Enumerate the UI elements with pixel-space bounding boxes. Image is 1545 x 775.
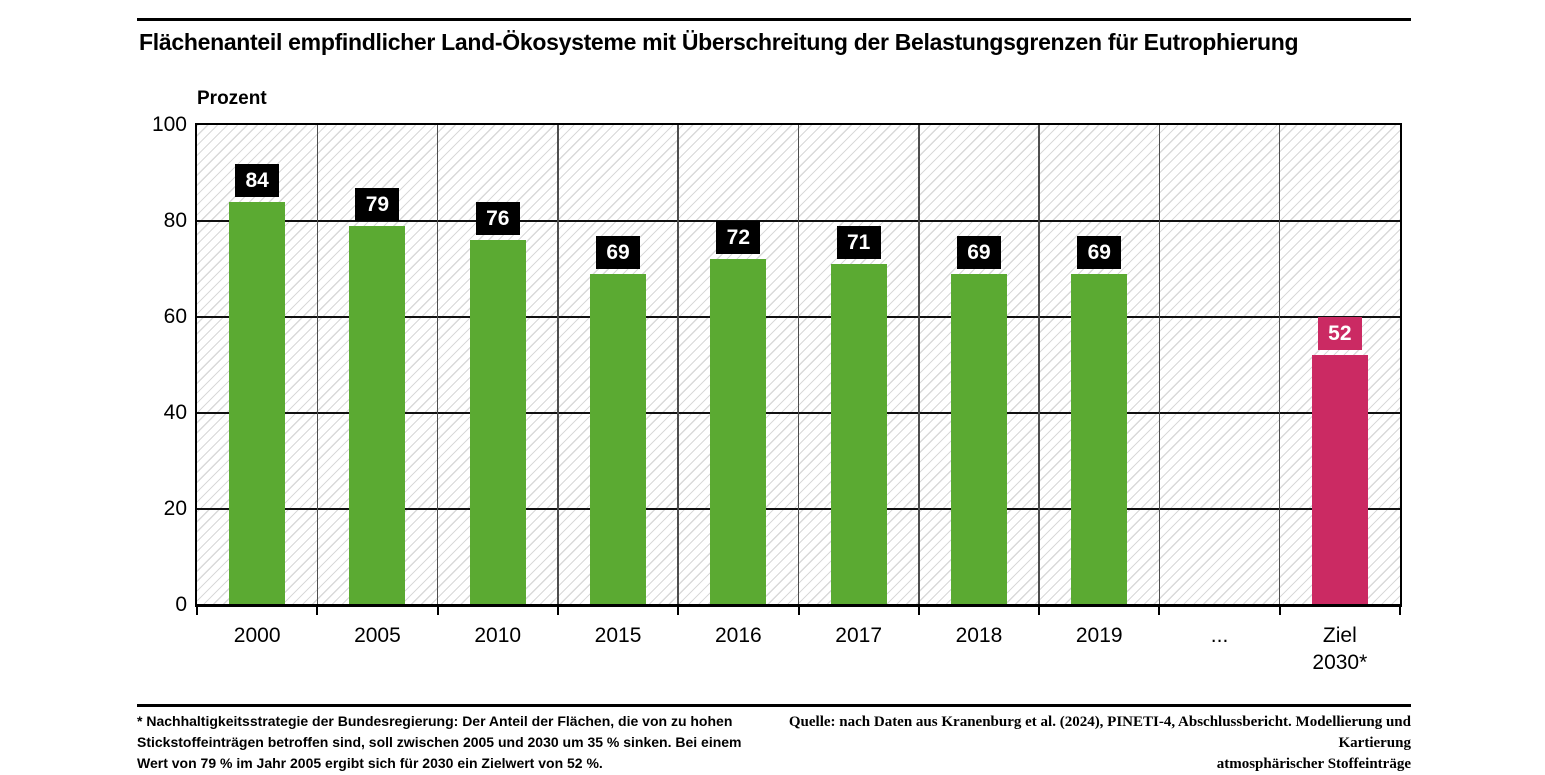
x-tick-label-line: 2015 — [594, 624, 642, 647]
footnote-line: Wert von 79 % im Jahr 2005 ergibt sich f… — [137, 755, 603, 771]
x-tick-label-line: 2018 — [955, 624, 1003, 647]
axis-tick — [797, 606, 800, 615]
axis-tick — [677, 606, 680, 615]
category-separator — [677, 125, 679, 605]
y-tick-label-80: 80 — [163, 209, 187, 232]
axis-tick — [556, 606, 559, 615]
bar-2005 — [349, 225, 406, 605]
x-tick-label-line: 2016 — [714, 624, 762, 647]
footnote: * Nachhaltigkeitsstrategie der Bundesreg… — [137, 711, 747, 774]
category-separator — [797, 125, 800, 605]
value-label-Ziel-2030*: 52 — [1317, 317, 1362, 351]
bar-2019 — [1071, 273, 1128, 605]
value-label-2018: 69 — [956, 235, 1001, 269]
x-tick-label-line: 2030* — [1312, 651, 1368, 674]
value-label-2019: 69 — [1077, 235, 1122, 269]
category-separator — [436, 125, 439, 605]
y-tick-label-60: 60 — [163, 305, 187, 328]
y-tick-label-100: 100 — [151, 113, 187, 136]
footnote-line: * Nachhaltigkeitsstrategie der Bundesreg… — [137, 713, 733, 729]
axis-tick — [1399, 606, 1401, 615]
axis-tick — [316, 606, 319, 615]
value-label-2015: 69 — [596, 235, 641, 269]
source-attribution: Quelle: nach Daten aus Kranenburg et al.… — [770, 712, 1411, 775]
x-tick-label-...: ... — [1159, 622, 1279, 649]
y-tick-label-0: 0 — [175, 593, 187, 616]
bar-Ziel-2030* — [1311, 355, 1368, 605]
category-separator — [1278, 125, 1281, 605]
value-label-2017: 71 — [836, 226, 881, 260]
x-axis-line — [195, 604, 1402, 607]
x-tick-label-line: 2019 — [1075, 624, 1123, 647]
source-line: atmosphärischer Stoffeinträge — [1216, 756, 1411, 772]
x-tick-label-Ziel-2030*: Ziel 2030* — [1280, 622, 1400, 676]
x-tick-label-line: ... — [1210, 624, 1229, 647]
y-axis-label: Prozent — [197, 88, 267, 109]
bar-2015 — [590, 273, 647, 605]
x-tick-label-2010: 2010 — [438, 622, 558, 649]
category-separator — [557, 125, 559, 605]
top-divider-rule — [137, 18, 1411, 21]
axis-tick — [436, 606, 439, 615]
axis-tick — [1158, 606, 1161, 615]
category-separator — [1038, 125, 1040, 605]
x-tick-label-line: Ziel — [1322, 624, 1357, 647]
x-tick-label-2019: 2019 — [1039, 622, 1159, 649]
x-tick-label-2017: 2017 — [799, 622, 919, 649]
x-tick-label-line: 2010 — [474, 624, 522, 647]
value-label-2016: 72 — [716, 221, 761, 255]
value-label-2010: 76 — [475, 202, 520, 236]
footnote-line: Stickstoffeinträgen betroffen sind, soll… — [137, 734, 742, 750]
bar-2017 — [830, 264, 887, 605]
y-tick-label-40: 40 — [163, 401, 187, 424]
y-tick-label-20: 20 — [163, 497, 187, 520]
category-separator — [918, 125, 920, 605]
x-tick-label-line: 2005 — [354, 624, 401, 647]
bar-2016 — [710, 259, 767, 605]
value-label-2000: 84 — [235, 163, 280, 197]
axis-tick — [1038, 606, 1041, 615]
axis-tick — [196, 606, 198, 615]
bar-2018 — [950, 273, 1007, 605]
axis-tick — [917, 606, 920, 615]
chart-title: Flächenanteil empfindlicher Land-Ökosyst… — [139, 29, 1299, 55]
x-tick-label-2015: 2015 — [558, 622, 678, 649]
bar-2010 — [469, 240, 526, 605]
category-separator — [1158, 125, 1161, 605]
x-tick-label-line: 2017 — [835, 624, 882, 647]
x-tick-label-line: 2000 — [233, 624, 281, 647]
x-tick-label-2005: 2005 — [317, 622, 437, 649]
category-separator — [316, 125, 319, 605]
plot-area: 84 79 76 69 72 71 69 69 52 — [195, 125, 1402, 615]
axis-tick — [1278, 606, 1281, 615]
bar-2000 — [229, 201, 286, 605]
x-tick-label-2016: 2016 — [678, 622, 798, 649]
value-label-2005: 79 — [355, 187, 400, 221]
x-tick-label-2018: 2018 — [919, 622, 1039, 649]
x-tick-label-2000: 2000 — [197, 622, 317, 649]
source-line: Quelle: nach Daten aus Kranenburg et al.… — [788, 714, 1411, 751]
bottom-divider-rule — [137, 704, 1411, 707]
